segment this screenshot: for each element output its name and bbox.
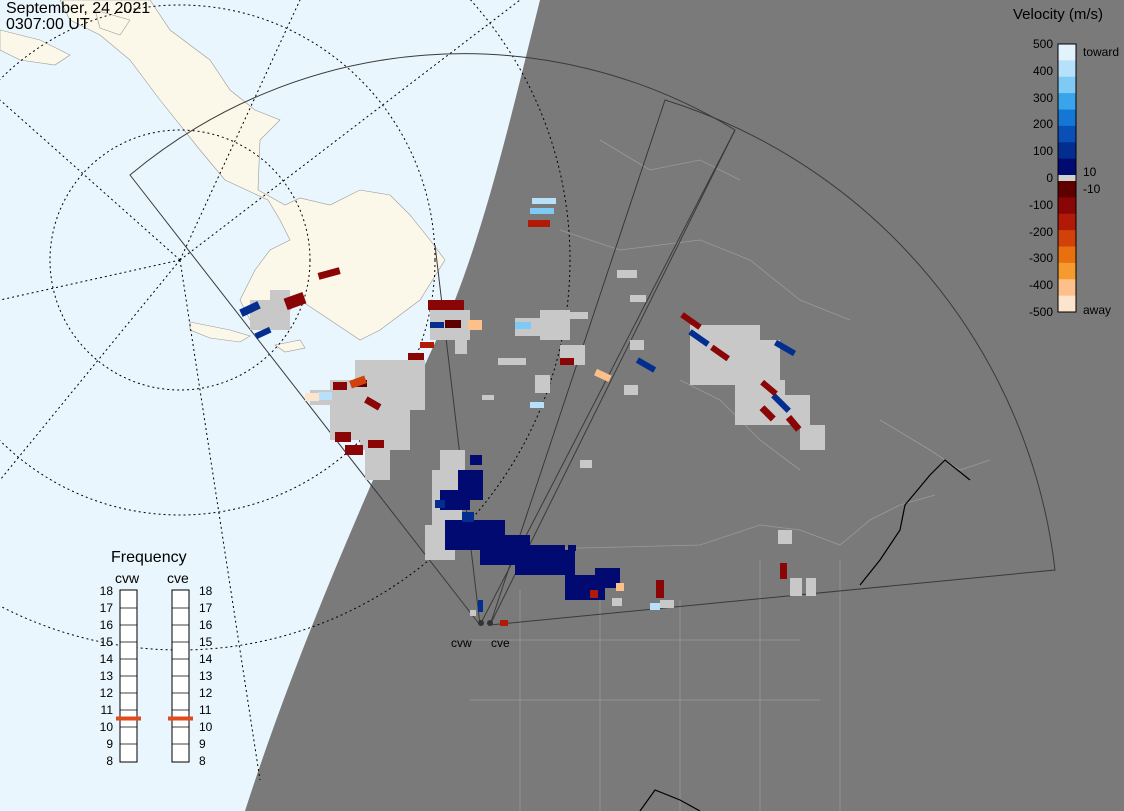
frequency-tick-right: 9: [199, 737, 206, 751]
colorbar-segment: [1058, 93, 1076, 110]
colorbar-tick-label: -400: [1028, 278, 1053, 293]
frequency-tick-right: 12: [199, 686, 213, 700]
frequency-tick-left: 17: [99, 601, 113, 615]
frequency-tick-right: 16: [199, 618, 213, 632]
frequency-radar-cvw: cvw: [115, 570, 140, 586]
borders: [470, 139, 991, 811]
colorbar-segment: [1058, 109, 1076, 127]
colorbar-toward-label: toward: [1083, 45, 1120, 59]
colorbar-zero-band: [1058, 175, 1076, 181]
frequency-tick-right: 15: [199, 635, 213, 649]
colorbar-segment: [1058, 158, 1076, 176]
velocity-toward: [239, 198, 797, 612]
land-nw-island: [0, 9, 131, 66]
land-alaska: [59, 0, 446, 341]
us-canada-border: [859, 459, 971, 586]
colorbar-inner-label-neg: -10: [1083, 182, 1101, 196]
colorbar-tick-label: -300: [1028, 251, 1053, 266]
colorbar-tick-label: 400: [1032, 63, 1053, 78]
frequency-tick-left: 16: [99, 618, 113, 632]
colorbar-segment: [1058, 246, 1076, 264]
frequency-tick-left: 14: [99, 652, 113, 666]
frequency-title: Frequency: [111, 549, 187, 566]
colorbar-tick-label: 100: [1032, 144, 1053, 159]
us-mexico-border: [639, 789, 701, 811]
frequency-tick-right: 17: [199, 601, 213, 615]
frequency-tick-left: 15: [99, 635, 113, 649]
colorbar-tick-label: -500: [1028, 305, 1053, 319]
lat-lon-grid: [0, 0, 571, 781]
frequency-tick-left: 8: [106, 754, 113, 768]
colorbar-segment: [1058, 262, 1076, 280]
frequency-tick-right: 8: [199, 754, 206, 768]
station-label-cve: cve: [491, 636, 510, 650]
velocity-away: [283, 220, 802, 626]
frequency-tick-right: 10: [199, 720, 213, 734]
frequency-marker: [116, 716, 141, 721]
velocity-colorbar: [1057, 43, 1077, 313]
frequency-radar-cve: cve: [167, 570, 189, 586]
land-aleutians: [189, 321, 306, 353]
frequency-tick-left: 12: [99, 686, 113, 700]
colorbar-segment: [1058, 197, 1076, 215]
frequency-panel: [116, 589, 193, 763]
colorbar-segment: [1058, 213, 1076, 231]
frequency-tick-right: 18: [199, 584, 213, 598]
colorbar-tick-label: -200: [1028, 224, 1053, 239]
colorbar-inner-label-pos: 10: [1083, 165, 1097, 179]
frequency-marker: [168, 716, 193, 721]
frequency-tick-left: 10: [99, 720, 113, 734]
frequency-tick-right: 14: [199, 652, 213, 666]
colorbar-title: Velocity (m/s): [1013, 6, 1104, 23]
frequency-tick-right: 11: [199, 703, 212, 717]
colorbar-tick-label: 0: [1046, 171, 1053, 185]
colorbar-tick-label: -100: [1028, 197, 1053, 212]
colorbar-tick-label: 300: [1032, 90, 1053, 105]
night-terminator: [245, 0, 1124, 811]
colorbar-segment: [1058, 230, 1076, 247]
time-label: 0307:00 UT: [6, 16, 90, 33]
field-of-view: [129, 53, 1056, 626]
colorbar-tick-label: 200: [1032, 117, 1053, 132]
colorbar-segment: [1058, 125, 1076, 143]
frequency-tick-left: 13: [99, 669, 113, 683]
radar-sites: [478, 620, 493, 626]
frequency-tick-left: 18: [99, 584, 113, 598]
colorbar-frame: [1057, 43, 1077, 313]
frequency-tick-right: 13: [199, 669, 213, 683]
colorbar-segment: [1058, 295, 1076, 313]
colorbar-segment: [1058, 60, 1076, 78]
colorbar-segment: [1058, 76, 1076, 94]
station-label-cvw: cvw: [451, 636, 472, 650]
colorbar-segment: [1058, 142, 1076, 160]
frequency-tick-left: 9: [106, 737, 113, 751]
colorbar-away-label: away: [1083, 303, 1112, 317]
frequency-tick-left: 11: [100, 703, 113, 717]
colorbar-segment: [1058, 279, 1076, 297]
colorbar-tick-label: 500: [1032, 37, 1053, 51]
colorbar-segment: [1058, 181, 1076, 198]
date-label: September, 24 2021: [6, 0, 151, 17]
colorbar-segment: [1058, 44, 1076, 61]
